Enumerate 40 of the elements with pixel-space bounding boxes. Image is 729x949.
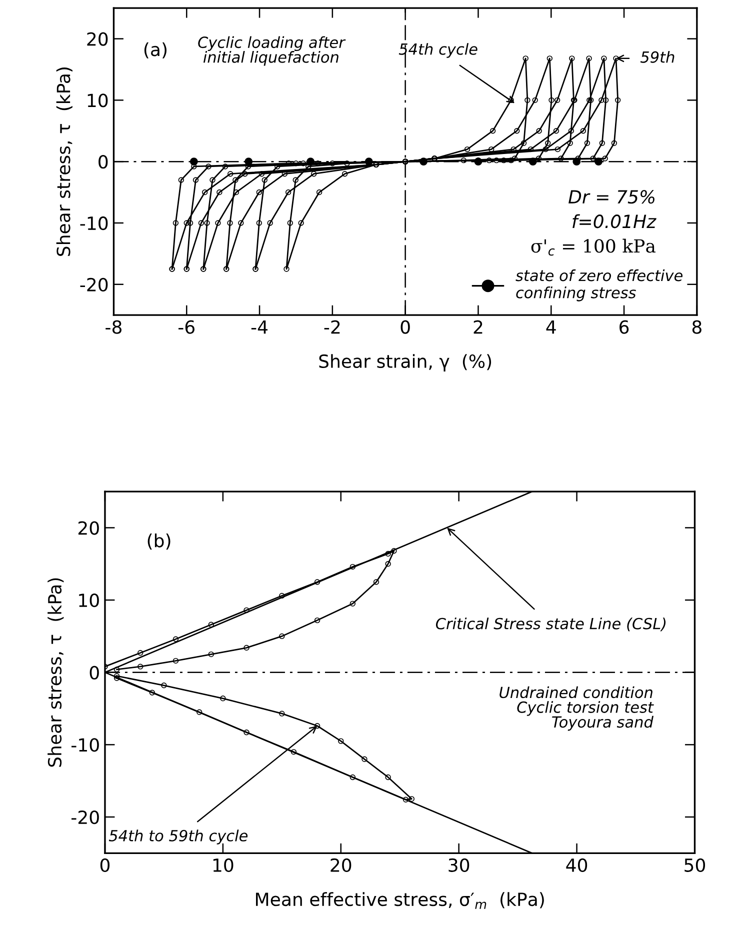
annotation: Critical Stress state Line (CSL)	[436, 618, 666, 632]
y-axis-title: Shear stress, τ (kPa)	[48, 578, 64, 767]
y-tick-label: 0	[98, 155, 108, 169]
x-tick-label: 10	[213, 858, 234, 872]
x-tick-label: 8	[692, 320, 702, 334]
annotation: (b)	[148, 533, 170, 550]
x-axis-title: Shear strain, γ (%)	[319, 354, 492, 372]
y-tick-label: -10	[72, 738, 99, 752]
x-tick-label: 0	[400, 320, 410, 334]
x-tick-label: 2	[474, 320, 482, 334]
y-tick-label: 20	[87, 32, 108, 46]
x-axis-title: Mean effective stress, σ′$_{m}$ (kPa)	[256, 892, 544, 909]
x-tick-label: 30	[448, 858, 470, 872]
y-axis-title: Shear stress, τ (kPa)	[56, 68, 72, 256]
x-tick-label: 20	[330, 858, 352, 872]
legend-label: state of zero effective confining stress	[516, 269, 682, 302]
y-tick-label: -20	[80, 278, 108, 292]
x-tick-label: -6	[178, 320, 194, 334]
annotation: (a)	[144, 42, 166, 58]
annotation: Undrained condition Cyclic torsion test Toyoura sand	[500, 686, 654, 731]
y-tick-label: 20	[78, 521, 99, 535]
annotation: σ'$_{c}$ = 100 kPa	[531, 238, 656, 256]
x-tick-label: 50	[684, 858, 706, 872]
annotation: Dr = 75%	[568, 190, 654, 204]
x-tick-label: 40	[566, 858, 588, 872]
x-tick-label: 6	[620, 320, 629, 334]
y-tick-label: -10	[80, 216, 108, 230]
annotation: f=0.01Hz	[572, 214, 656, 228]
x-tick-label: -2	[324, 320, 340, 334]
annotation: 54th to 59th cycle	[108, 830, 248, 844]
annotation: 59th	[640, 51, 674, 63]
y-tick-label: 10	[79, 594, 99, 608]
y-tick-label: 0	[90, 666, 99, 680]
x-tick-label: 4	[546, 320, 556, 334]
y-tick-label: -20	[72, 810, 99, 824]
x-tick-label: -4	[251, 320, 268, 334]
y-tick-label: 10	[88, 94, 108, 108]
x-tick-label: -8	[106, 320, 122, 334]
annotation: 54th cycle	[398, 43, 478, 58]
annotation: Cyclic loading after initial liquefaction	[198, 36, 346, 66]
